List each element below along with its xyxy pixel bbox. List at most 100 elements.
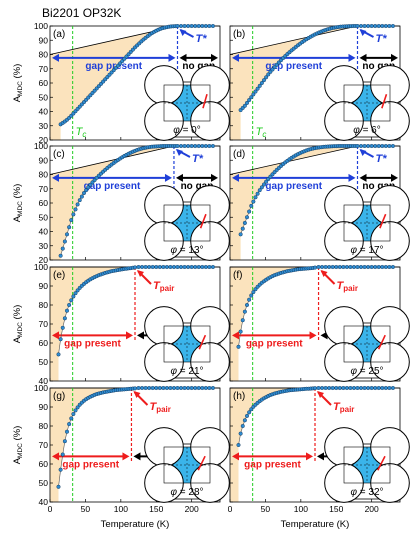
data-point [200, 24, 205, 29]
gap-present-label: gap present [85, 61, 142, 72]
no-gap-arrowhead-left [317, 452, 324, 461]
y-axis-label-sub: MDC [17, 81, 24, 96]
data-point [62, 239, 67, 244]
phi-symbol: φ [350, 487, 359, 498]
gap-region [230, 388, 315, 502]
gap-region [50, 26, 178, 140]
phi-value: = 6° [363, 125, 381, 136]
y-tick-label: 60 [39, 78, 49, 88]
data-point [236, 443, 241, 448]
data-point [264, 179, 269, 184]
data-point [247, 410, 252, 415]
data-point [73, 207, 78, 212]
x-axis-label: Temperature (K) [281, 519, 350, 530]
data-point [157, 265, 162, 270]
phi-symbol: φ [350, 245, 359, 256]
data-point [242, 220, 247, 225]
data-point [67, 303, 72, 308]
y-tick-label: 80 [39, 300, 49, 310]
gap-present-label: gap present [265, 181, 322, 192]
y-axis-label-unit: (%) [12, 426, 23, 443]
marker-label-sub: pair [156, 405, 171, 414]
data-point [355, 24, 360, 29]
data-point [373, 265, 378, 270]
y-tick-label: 80 [39, 421, 49, 431]
no-gap-arrowhead-left [179, 53, 187, 62]
y-axis-label-unit: (%) [12, 305, 23, 322]
data-point [64, 308, 69, 313]
data-point [323, 386, 328, 391]
data-point [257, 188, 262, 193]
y-tick-label: 20 [39, 255, 49, 265]
cut-line [381, 93, 388, 109]
data-point [140, 386, 145, 391]
data-point [193, 24, 198, 29]
gap-region [230, 26, 358, 140]
x-tick-label: 200 [365, 504, 379, 514]
y-tick-label: 90 [39, 155, 49, 165]
phi-symbol: φ [170, 487, 179, 498]
data-point [186, 265, 191, 270]
data-point [259, 185, 264, 190]
data-point [75, 405, 80, 410]
data-point [344, 265, 349, 270]
data-point [189, 265, 194, 270]
data-point [251, 290, 256, 295]
gap-present-arrowhead-left [232, 173, 239, 182]
data-point [157, 386, 162, 391]
data-point [171, 386, 176, 391]
data-point [168, 265, 173, 270]
data-point [366, 386, 371, 391]
data-point [189, 143, 194, 148]
data-point [75, 202, 80, 207]
data-point [58, 337, 63, 342]
fermi-surface-inset: φ = 0° [144, 65, 230, 141]
data-point [362, 143, 367, 148]
data-point [240, 226, 245, 231]
gap-present-label: gap present [265, 61, 322, 72]
data-point [262, 182, 267, 187]
data-point [380, 386, 385, 391]
data-point [240, 424, 245, 429]
y-tick-label: 20 [39, 135, 49, 145]
data-point [341, 265, 346, 270]
gap-present-arrowhead-right [348, 53, 356, 62]
data-point [64, 232, 69, 237]
data-point [196, 265, 201, 270]
data-point [143, 265, 148, 270]
data-point [203, 143, 208, 148]
data-point [69, 416, 74, 421]
data-point [264, 75, 269, 80]
fermi-surface-inset: φ = 28° [144, 427, 230, 503]
y-axis-label-main: A [12, 95, 23, 102]
data-point [238, 431, 243, 436]
data-point [179, 386, 184, 391]
y-tick-label: 30 [39, 121, 49, 131]
panels: Tc gap present no gap T* 20 30 40 50 60 70 80 90 100… [34, 21, 410, 514]
y-tick-label: 50 [39, 478, 49, 488]
gap-region [50, 388, 132, 502]
data-point [247, 209, 252, 214]
data-point [387, 265, 392, 270]
y-axis-label-unit: (%) [12, 64, 23, 81]
x-tick-label: 200 [185, 504, 199, 514]
data-point [348, 265, 353, 270]
phi-symbol: φ [350, 366, 359, 377]
data-point [320, 386, 325, 391]
data-point [242, 418, 247, 423]
data-point [253, 89, 258, 94]
data-point [330, 386, 335, 391]
cut-line [202, 93, 208, 109]
data-point [337, 386, 342, 391]
data-point [359, 386, 364, 391]
data-point [359, 24, 364, 29]
data-point [69, 218, 74, 223]
data-point [175, 386, 180, 391]
y-tick-label: 70 [39, 440, 49, 450]
data-point [253, 195, 258, 200]
data-point [251, 92, 256, 97]
data-point [86, 185, 91, 190]
x-tick-label: 150 [329, 504, 343, 514]
tc-label: Tc [76, 126, 87, 139]
